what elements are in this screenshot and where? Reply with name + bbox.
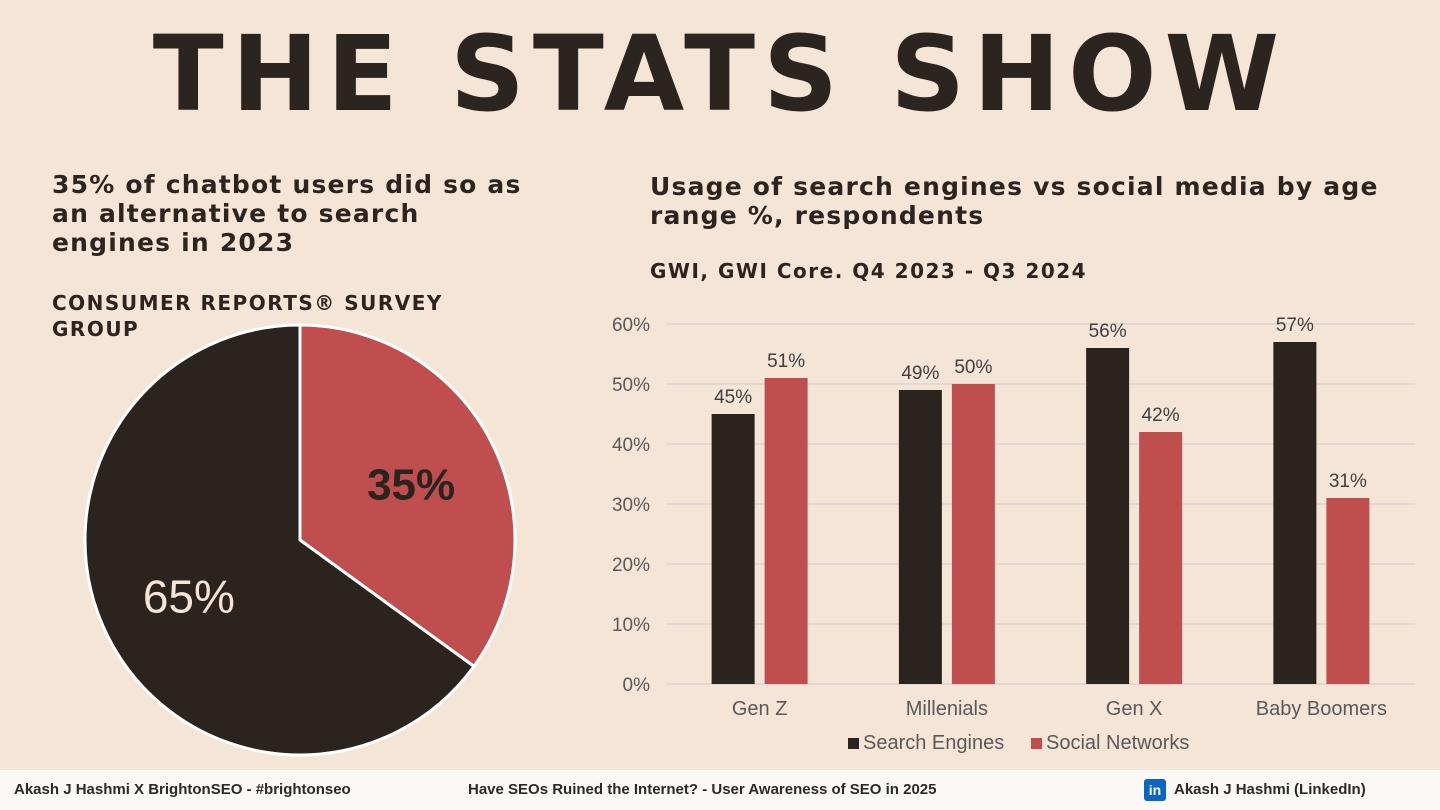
bar-search-engines — [1086, 348, 1130, 684]
bar-data-label: 31% — [1329, 471, 1367, 492]
y-tick-label: 10% — [612, 615, 650, 636]
linkedin-icon[interactable]: in — [1144, 779, 1166, 801]
bar-social-networks — [1139, 432, 1183, 684]
footer-linkedin-link[interactable]: Akash J Hashmi (LinkedIn) — [1174, 781, 1366, 798]
page-title: THE STATS SHOW — [152, 13, 1288, 135]
pie-slice-0 — [298, 323, 517, 669]
y-tick-label: 60% — [612, 315, 650, 336]
pie-chart-heading: 35% of chatbot users did so as an altern… — [52, 170, 522, 257]
y-tick-label: 20% — [612, 555, 650, 576]
pie-slice-label-0: 35% — [367, 460, 455, 509]
bar-search-engines — [1273, 342, 1317, 684]
pie-chart-source: Consumer Reports® Survey Group — [52, 291, 443, 341]
legend-swatch — [1031, 738, 1042, 749]
footer-bar: Akash J Hashmi X BrightonSEO - #brighton… — [0, 770, 1440, 810]
y-tick-label: 40% — [612, 435, 650, 456]
legend-label: Social Networks — [1046, 732, 1189, 754]
bar-social-networks — [764, 378, 808, 684]
x-category-label: Gen X — [1106, 698, 1163, 720]
bar-data-label: 45% — [714, 387, 752, 408]
legend-label: Search Engines — [863, 732, 1004, 754]
bar-social-networks — [1326, 498, 1370, 684]
bar-data-label: 42% — [1142, 405, 1180, 426]
y-tick-label: 30% — [612, 495, 650, 516]
y-tick-label: 50% — [612, 375, 650, 396]
x-category-label: Baby Boomers — [1256, 698, 1387, 720]
pie-slice-label-1: 65% — [143, 571, 235, 623]
bar-data-label: 50% — [954, 357, 992, 378]
y-tick-label: 0% — [623, 675, 651, 696]
bar-search-engines — [711, 414, 755, 684]
bar-search-engines — [898, 390, 942, 684]
bar-social-networks — [951, 384, 995, 684]
x-category-label: Millenials — [906, 698, 988, 720]
footer-author: Akash J Hashmi X BrightonSEO - #brighton… — [14, 781, 351, 798]
bar-data-label: 51% — [767, 351, 805, 372]
footer-talk-title: Have SEOs Ruined the Internet? - User Aw… — [468, 781, 937, 798]
bar-data-label: 56% — [1089, 321, 1127, 342]
x-category-label: Gen Z — [732, 698, 788, 720]
bar-chart-source: GWI, GWI Core. Q4 2023 - Q3 2024 — [650, 259, 1088, 283]
legend-swatch — [848, 738, 859, 749]
pie-chart: 35% 65% — [83, 323, 517, 757]
bar-chart-heading: Usage of search engines vs social media … — [650, 172, 1379, 230]
bar-data-label: 49% — [901, 363, 939, 384]
pie-slice-1 — [83, 323, 477, 757]
bar-chart: 0% 10% 20% 30% 40% 50% 60% 45% 51% Gen Z 49% 50% Mil… — [612, 315, 1415, 754]
bar-data-label: 57% — [1276, 315, 1314, 336]
